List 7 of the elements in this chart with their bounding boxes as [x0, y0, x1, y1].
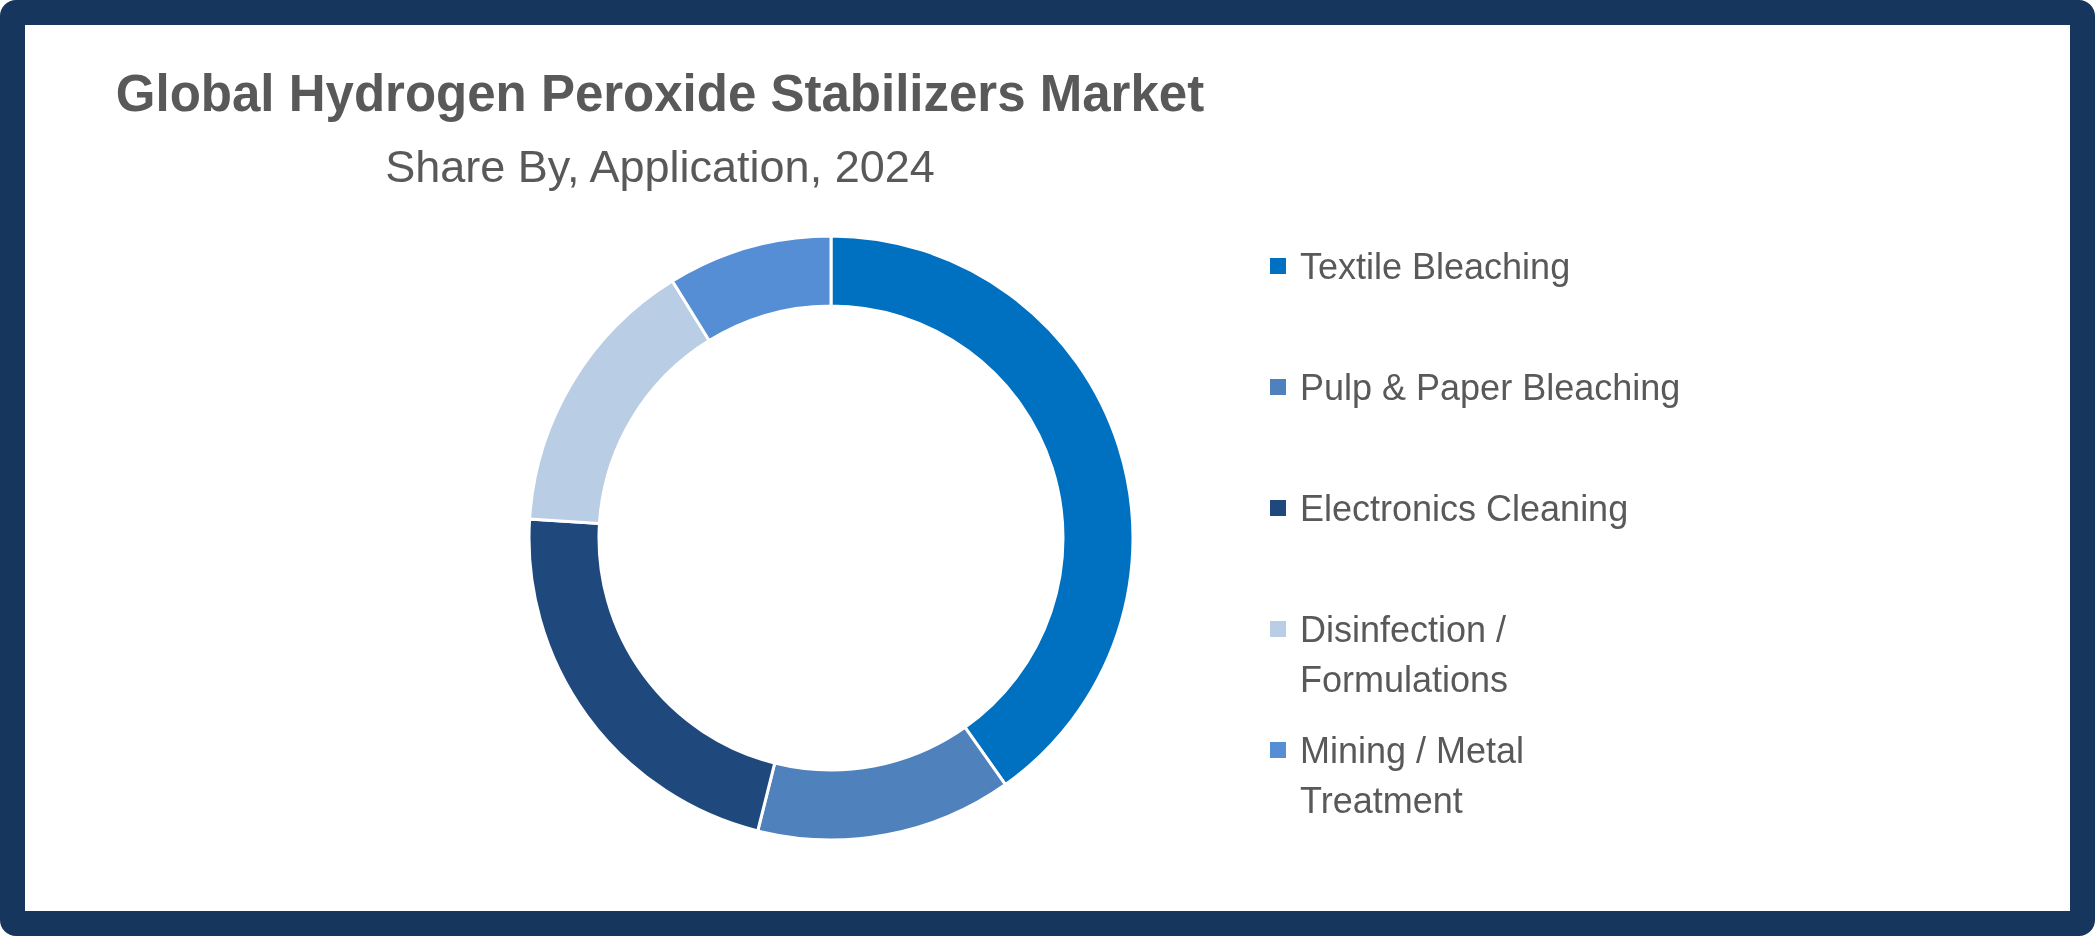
legend-label: Electronics Cleaning: [1300, 487, 1629, 529]
legend-label: Pulp & Paper Bleaching: [1300, 366, 1681, 408]
chart-title: Global Hydrogen Peroxide Stabilizers Market: [115, 64, 1205, 122]
chart-subtitle: Share By, Application, 2024: [385, 140, 935, 192]
legend-label: Disinfection / Formulations: [1300, 608, 1509, 700]
legend-label: Mining / Metal Treatment: [1300, 729, 1525, 821]
legend-label: Textile Bleaching: [1300, 245, 1571, 287]
